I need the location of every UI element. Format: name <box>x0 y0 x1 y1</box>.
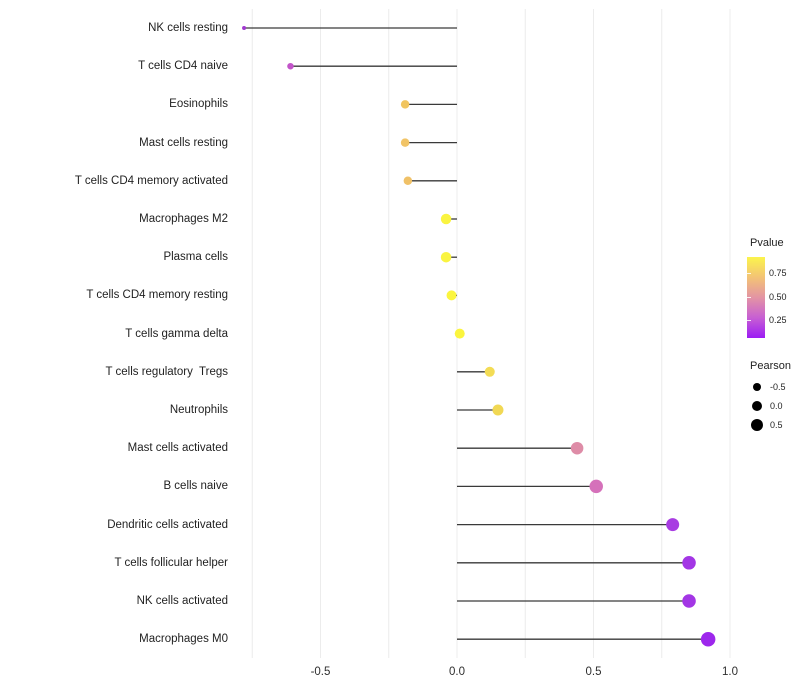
y-axis-label: Plasma cells <box>163 251 228 264</box>
lollipop-dot <box>440 213 452 225</box>
pearson-size-dot <box>750 418 764 432</box>
x-axis-tick-label: 0.5 <box>585 666 602 678</box>
y-axis-label: T cells gamma delta <box>125 327 228 340</box>
y-axis-label: T cells regulatory Tregs <box>105 365 228 378</box>
pearson-size-dot <box>751 400 763 412</box>
colorbar-tick <box>747 320 751 321</box>
legend-pearson-item: 0.5 <box>746 415 800 435</box>
colorbar-label: 0.75 <box>769 268 787 278</box>
y-axis-label: T cells CD4 memory activated <box>74 174 228 187</box>
pearson-size-label: 0.5 <box>770 420 783 430</box>
y-axis-label: T cells follicular helper <box>114 556 228 569</box>
colorbar-label: 0.25 <box>769 315 787 325</box>
colorbar-tick <box>747 273 751 274</box>
pearson-size-label: 0.0 <box>770 401 783 411</box>
lollipop-dot <box>492 404 504 416</box>
y-axis-label: Macrophages M0 <box>139 633 228 646</box>
y-axis-label: T cells CD4 naive <box>138 60 228 73</box>
lollipop-dot <box>666 518 680 532</box>
colorbar-tick <box>747 297 751 298</box>
y-axis-label: Mast cells resting <box>139 136 228 149</box>
lollipop-dot <box>454 328 465 339</box>
x-axis-tick-label: 0.0 <box>449 666 465 678</box>
lollipop-dot <box>682 556 696 570</box>
pearson-size-label: -0.5 <box>770 382 786 392</box>
pearson-size-dot <box>752 382 762 392</box>
lollipop-dot <box>400 138 410 147</box>
y-axis-label: Mast cells activated <box>127 442 228 455</box>
y-axis-label: Eosinophils <box>169 98 228 111</box>
legend-pearson-item: -0.5 <box>746 377 800 397</box>
x-axis-tick-label: 1.0 <box>722 666 738 678</box>
lollipop-dot <box>400 100 410 109</box>
lollipop-dot <box>700 631 716 647</box>
x-axis-tick-label: -0.5 <box>310 666 331 678</box>
pvalue-colorbar <box>747 257 765 338</box>
lollipop-dot <box>570 441 584 455</box>
lollipop-dot <box>242 26 247 30</box>
lollipop-dot <box>484 366 495 377</box>
y-axis-label: Neutrophils <box>169 404 228 416</box>
y-axis-label: NK cells activated <box>136 595 228 607</box>
lollipop-dot <box>446 290 457 301</box>
y-axis-label: Macrophages M2 <box>139 213 228 225</box>
lollipop-dot <box>287 62 294 70</box>
colorbar-label: 0.50 <box>769 292 787 302</box>
lollipop-dot <box>589 479 603 494</box>
legend-pearson-item: 0.0 <box>746 396 800 416</box>
lollipop-dot <box>403 176 413 186</box>
legend-pearson-title: Pearson <box>750 360 791 372</box>
y-axis-label: B cells naive <box>163 480 228 493</box>
y-axis-label: Dendritic cells activated <box>107 518 228 531</box>
lollipop-dot <box>440 251 452 263</box>
legend-pvalue-title: Pvalue <box>750 237 784 249</box>
y-axis-label: NK cells resting <box>148 22 228 34</box>
lollipop-dot <box>682 594 696 608</box>
y-axis-label: T cells CD4 memory resting <box>86 289 228 302</box>
